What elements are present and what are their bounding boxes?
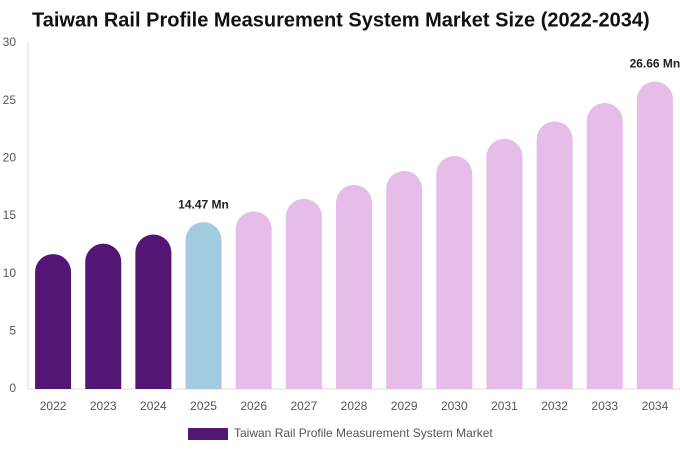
x-tick-label: 2024 (140, 399, 167, 413)
x-tick-label: 2030 (441, 399, 468, 413)
x-tick-label: 2034 (642, 399, 669, 413)
y-tick-label: 10 (3, 266, 17, 280)
x-tick-label: 2027 (290, 399, 317, 413)
y-tick-label: 5 (9, 324, 16, 338)
bar (586, 102, 623, 390)
y-tick-label: 25 (3, 93, 17, 107)
bar (235, 211, 272, 389)
bar (386, 171, 423, 389)
bar (486, 138, 523, 389)
value-label: 14.47 Mn (178, 197, 229, 211)
y-tick-label: 0 (9, 381, 16, 395)
x-tick-label: 2026 (240, 399, 267, 413)
bar (636, 81, 673, 389)
y-tick-label: 20 (3, 151, 17, 165)
legend-swatch (188, 428, 228, 440)
chart-title: Taiwan Rail Profile Measurement System M… (32, 9, 650, 31)
value-label: 26.66 Mn (630, 57, 680, 71)
bar (285, 198, 322, 389)
bar (35, 254, 72, 389)
bar (85, 243, 122, 389)
bar (436, 156, 473, 389)
bar (536, 121, 573, 389)
x-tick-label: 2033 (591, 399, 618, 413)
x-tick-label: 2029 (391, 399, 418, 413)
x-tick-label: 2022 (40, 399, 67, 413)
bar (185, 222, 222, 389)
bar (336, 184, 372, 389)
y-tick-label: 30 (3, 35, 17, 49)
x-tick-label: 2025 (190, 399, 217, 413)
legend-label: Taiwan Rail Profile Measurement System M… (234, 426, 493, 440)
x-tick-label: 2032 (541, 399, 568, 413)
x-tick-label: 2023 (90, 399, 117, 413)
x-tick-label: 2031 (491, 399, 518, 413)
bar (135, 234, 172, 389)
x-tick-label: 2028 (341, 399, 368, 413)
y-tick-label: 15 (3, 208, 17, 222)
